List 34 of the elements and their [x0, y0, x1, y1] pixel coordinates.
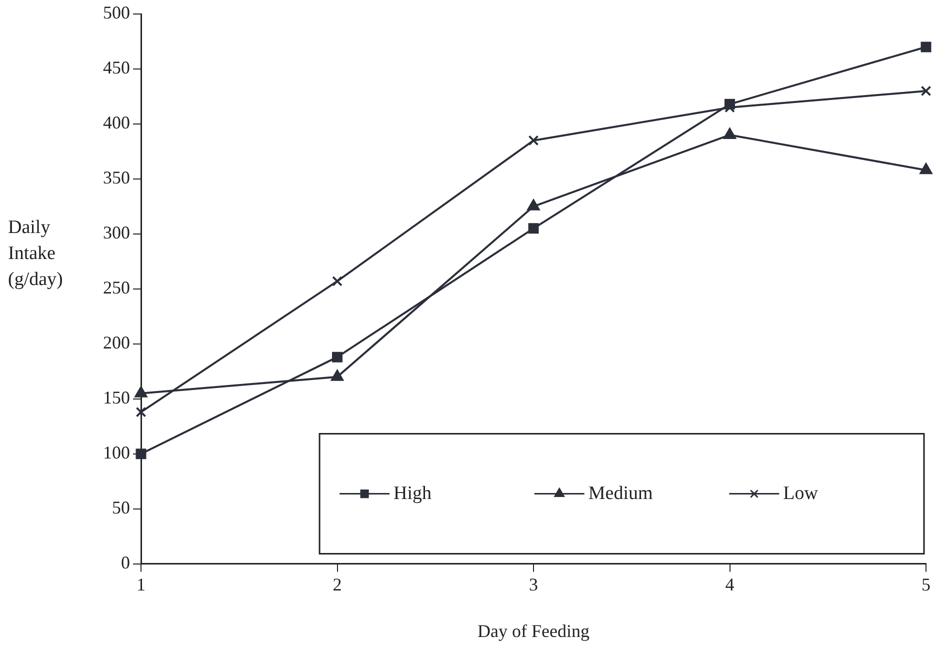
point	[920, 42, 932, 52]
x-tick-label: 2	[332, 574, 342, 594]
point	[331, 370, 344, 381]
legend-label: Low	[783, 482, 818, 504]
point	[134, 386, 148, 398]
x-tick-label: 5	[922, 574, 930, 594]
y-tick-label: 300	[103, 222, 130, 243]
point	[332, 352, 342, 362]
y-tick-label: 150	[103, 388, 130, 408]
y-tick-label: 400	[103, 112, 130, 133]
x-tick-label: 1	[136, 574, 146, 594]
y-tick-label: 0	[121, 552, 130, 573]
x-tick-label: 3	[529, 574, 538, 594]
y-tick-label: 100	[103, 442, 130, 463]
point	[528, 135, 539, 146]
y-tick-label: 450	[103, 58, 130, 78]
x-tick-label: 4	[725, 574, 734, 594]
y-tick-label: 200	[103, 332, 130, 353]
point	[920, 86, 932, 96]
x-axis-title: Day of Feeding	[478, 620, 590, 641]
y-tick-label: 500	[103, 2, 130, 23]
y-tick-label: 250	[103, 278, 130, 298]
point	[920, 163, 932, 174]
y-tick-label: 350	[103, 168, 130, 188]
legend-label: Medium	[588, 482, 653, 504]
y-tick-label: 50	[112, 498, 130, 518]
legend-label: High	[394, 482, 432, 504]
point	[527, 199, 540, 210]
point	[332, 276, 342, 286]
point	[724, 128, 736, 139]
point	[136, 448, 146, 460]
point	[528, 223, 539, 234]
y-axis-title: Daily Intake (g/day)	[8, 216, 64, 292]
point	[136, 406, 146, 418]
